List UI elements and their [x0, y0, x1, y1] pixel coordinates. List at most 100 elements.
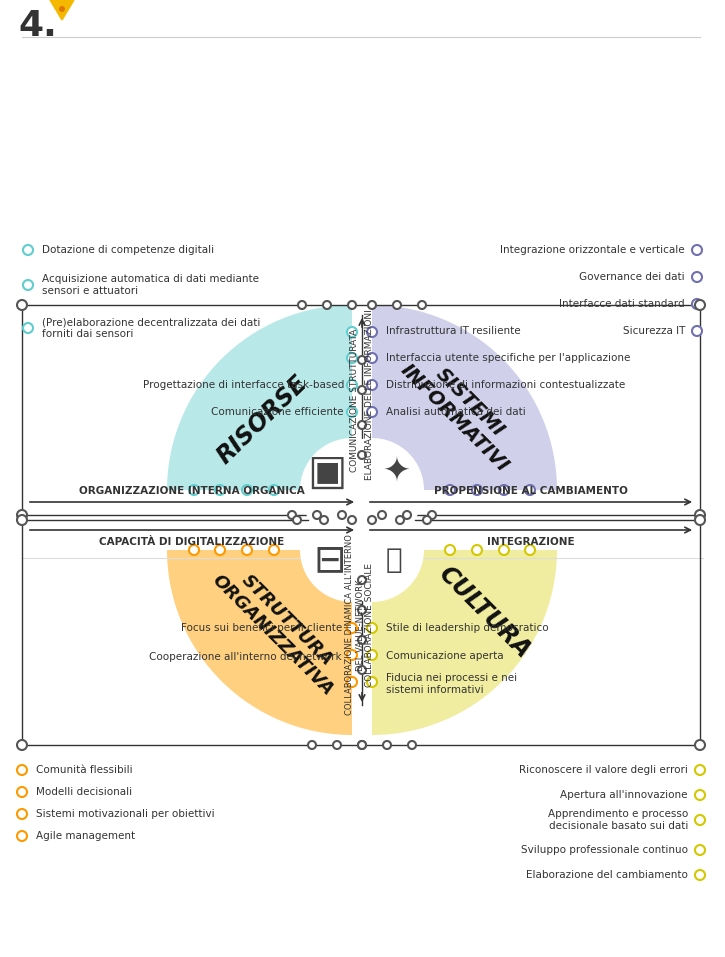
Wedge shape	[287, 550, 352, 615]
Circle shape	[323, 301, 331, 309]
Wedge shape	[372, 335, 527, 490]
Circle shape	[348, 516, 356, 524]
Circle shape	[288, 511, 296, 519]
Circle shape	[333, 741, 341, 749]
Text: Comunicazione efficiente: Comunicazione efficiente	[212, 407, 344, 417]
Text: Apprendimento e processo
decisionale basato sui dati: Apprendimento e processo decisionale bas…	[548, 810, 688, 831]
Text: Sicurezza IT: Sicurezza IT	[623, 326, 685, 336]
Wedge shape	[257, 550, 352, 645]
Circle shape	[692, 272, 702, 282]
Text: ✦: ✦	[383, 456, 411, 488]
Text: Sviluppo professionale continuo: Sviluppo professionale continuo	[521, 845, 688, 855]
Circle shape	[695, 300, 705, 310]
Text: Interfaccia utente specifiche per l'applicazione: Interfaccia utente specifiche per l'appl…	[386, 353, 630, 363]
Circle shape	[367, 623, 377, 633]
Circle shape	[428, 511, 436, 519]
Circle shape	[692, 245, 702, 255]
Wedge shape	[372, 425, 437, 490]
Circle shape	[358, 356, 366, 364]
Circle shape	[358, 741, 366, 749]
Circle shape	[17, 740, 27, 750]
Circle shape	[347, 677, 357, 687]
Circle shape	[692, 299, 702, 309]
Circle shape	[472, 545, 482, 555]
Circle shape	[189, 485, 199, 495]
Circle shape	[378, 511, 386, 519]
Circle shape	[358, 386, 366, 394]
Text: Comunicazione aperta: Comunicazione aperta	[386, 651, 504, 661]
Circle shape	[23, 323, 33, 333]
Text: PROPENSIONE AL CAMBIAMENTO: PROPENSIONE AL CAMBIAMENTO	[434, 486, 628, 496]
Text: COLLABORAZIONE DINAMICA ALL'INTERNO
DEL VALUE-NETWORK: COLLABORAZIONE DINAMICA ALL'INTERNO DEL …	[345, 535, 365, 716]
Text: 4.: 4.	[18, 9, 57, 43]
Wedge shape	[372, 365, 497, 490]
Text: Sistemi motivazionali per obiettivi: Sistemi motivazionali per obiettivi	[36, 809, 215, 819]
Circle shape	[347, 623, 357, 633]
Circle shape	[313, 511, 321, 519]
Text: Infrastruttura IT resiliente: Infrastruttura IT resiliente	[386, 326, 521, 336]
Circle shape	[347, 353, 357, 363]
Circle shape	[358, 606, 366, 614]
Circle shape	[269, 545, 279, 555]
Text: Cooperazione all'interno del network: Cooperazione all'interno del network	[149, 652, 342, 662]
Polygon shape	[50, 0, 74, 20]
Wedge shape	[167, 550, 352, 735]
Circle shape	[320, 498, 424, 602]
Circle shape	[269, 485, 279, 495]
Circle shape	[367, 650, 377, 660]
Wedge shape	[287, 425, 352, 490]
Circle shape	[403, 511, 411, 519]
Circle shape	[358, 576, 366, 584]
Wedge shape	[257, 395, 352, 490]
Circle shape	[445, 545, 455, 555]
Circle shape	[17, 510, 27, 520]
Circle shape	[215, 545, 225, 555]
Circle shape	[695, 515, 705, 525]
Text: Dotazione di competenze digitali: Dotazione di competenze digitali	[42, 245, 214, 255]
Circle shape	[525, 485, 535, 495]
Circle shape	[695, 870, 705, 880]
Circle shape	[472, 485, 482, 495]
Wedge shape	[227, 365, 352, 490]
Wedge shape	[372, 550, 497, 675]
Circle shape	[242, 545, 252, 555]
Text: COMUNICAZIONE STRUTTURATA: COMUNICAZIONE STRUTTURATA	[350, 328, 360, 472]
Text: (Pre)elaborazione decentralizzata dei dati
forniti dai sensori: (Pre)elaborazione decentralizzata dei da…	[42, 317, 260, 339]
Text: Apertura all'innovazione: Apertura all'innovazione	[560, 790, 688, 800]
Circle shape	[320, 516, 328, 524]
Circle shape	[367, 677, 377, 687]
Circle shape	[17, 831, 27, 841]
Text: Progettazione di interfacce task-based: Progettazione di interfacce task-based	[143, 380, 344, 390]
Circle shape	[17, 809, 27, 819]
Circle shape	[215, 485, 225, 495]
Circle shape	[695, 815, 705, 825]
Circle shape	[348, 301, 356, 309]
Wedge shape	[372, 550, 437, 615]
Text: ORGANIZZAZIONE INTERNA ORGANICA: ORGANIZZAZIONE INTERNA ORGANICA	[79, 486, 305, 496]
Circle shape	[59, 6, 65, 12]
Circle shape	[338, 511, 346, 519]
Circle shape	[695, 510, 705, 520]
Wedge shape	[372, 550, 557, 735]
Circle shape	[367, 327, 377, 337]
Circle shape	[17, 765, 27, 775]
Circle shape	[358, 451, 366, 459]
Text: ▣: ▣	[307, 451, 347, 493]
Text: COLLABORAZIONE SOCIALE: COLLABORAZIONE SOCIALE	[365, 563, 375, 687]
Circle shape	[499, 545, 509, 555]
Circle shape	[320, 438, 424, 542]
Circle shape	[367, 407, 377, 417]
Wedge shape	[167, 305, 352, 490]
Circle shape	[358, 666, 366, 674]
Text: SISTEMI
INFORMATIVI: SISTEMI INFORMATIVI	[397, 345, 528, 476]
Text: Modelli decisionali: Modelli decisionali	[36, 787, 132, 797]
Text: 📖: 📖	[386, 546, 402, 574]
Text: Elaborazione del cambiamento: Elaborazione del cambiamento	[526, 870, 688, 880]
Text: Distribuzione di informazioni contestualizzate: Distribuzione di informazioni contestual…	[386, 380, 625, 390]
Text: Riconoscere il valore degli errori: Riconoscere il valore degli errori	[519, 765, 688, 775]
Circle shape	[367, 353, 377, 363]
Circle shape	[368, 301, 376, 309]
Text: Fiducia nei processi e nei
sistemi informativi: Fiducia nei processi e nei sistemi infor…	[386, 673, 517, 695]
Text: Focus sui benefici per il cliente: Focus sui benefici per il cliente	[181, 623, 342, 633]
Circle shape	[525, 545, 535, 555]
